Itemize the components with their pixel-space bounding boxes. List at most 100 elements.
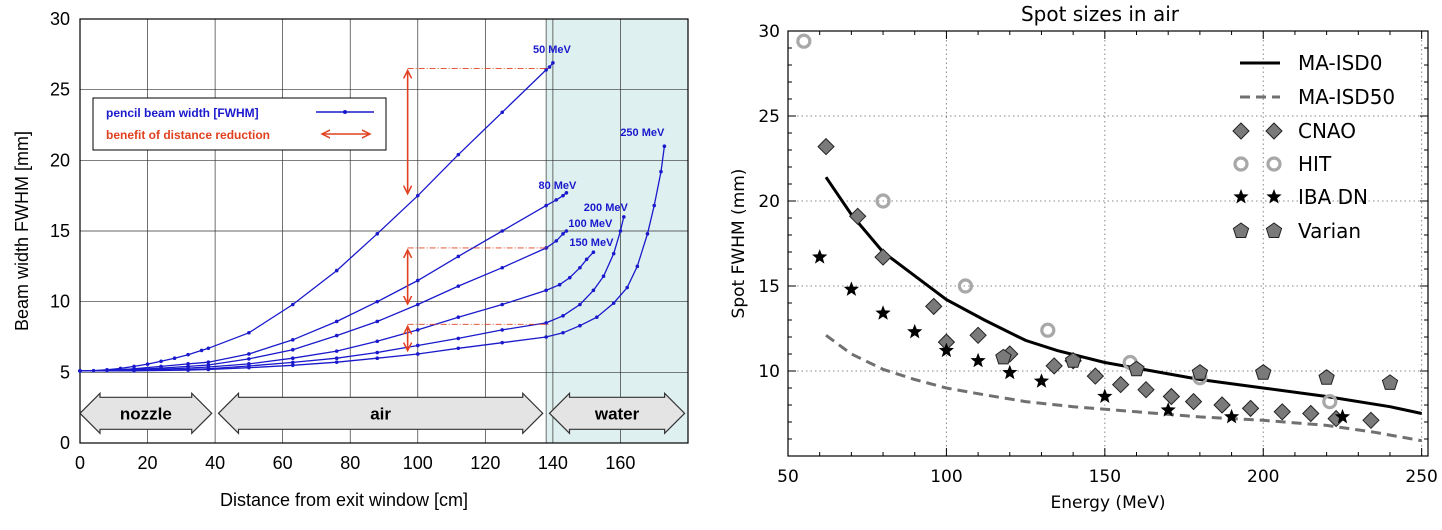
- data-point: [375, 299, 380, 304]
- ring-marker: [796, 33, 812, 49]
- data-point: [334, 360, 339, 364]
- data-point: [186, 368, 190, 372]
- y-tick-label: 15: [50, 221, 70, 241]
- legend-box: [92, 97, 387, 151]
- series-label: 80 MeV: [538, 180, 577, 192]
- data-point: [159, 359, 163, 364]
- data-point: [415, 343, 420, 348]
- y-tick-label: 30: [758, 22, 780, 42]
- y-tick-label: 25: [758, 107, 780, 127]
- series-label: 150 MeV: [569, 237, 614, 249]
- data-point: [334, 333, 339, 338]
- legend-label: HIT: [1298, 152, 1332, 176]
- x-tick-label: 250: [1405, 467, 1437, 487]
- region-arrow: [217, 391, 544, 435]
- data-point: [375, 232, 380, 236]
- pentagon-marker: [1318, 369, 1335, 385]
- region-label: nozzle: [120, 404, 172, 423]
- pentagon-marker: [1232, 222, 1250, 238]
- legend-label: IBA DN: [1298, 185, 1368, 209]
- ring-marker: [1266, 156, 1282, 172]
- x-tick-label: 80: [340, 453, 360, 473]
- series-iba-dn: [812, 249, 1351, 424]
- star-marker: [812, 249, 828, 264]
- legend-label: benefit of distance reduction: [106, 128, 270, 142]
- data-point: [334, 268, 339, 273]
- data-point: [578, 302, 582, 307]
- diamond-marker: [874, 248, 892, 266]
- y-tick-label: 30: [50, 9, 70, 29]
- star-marker: [1160, 402, 1176, 417]
- ring-marker: [875, 193, 891, 209]
- data-point: [544, 335, 548, 339]
- y-tick-label: 0: [60, 433, 70, 453]
- data-point: [247, 365, 251, 370]
- data-point: [584, 257, 589, 262]
- data-point: [291, 338, 295, 342]
- data-point: [618, 229, 623, 233]
- ring-marker: [1040, 322, 1056, 338]
- diamond-marker: [1111, 375, 1130, 394]
- series-line: [79, 146, 666, 372]
- data-point: [564, 191, 569, 195]
- data-point: [206, 360, 211, 364]
- data-point: [291, 356, 295, 361]
- x-tick-label: 200: [1247, 467, 1279, 487]
- pentagon-marker: [995, 348, 1012, 365]
- series-varian: [995, 348, 1399, 390]
- x-tick-label: 60: [273, 453, 293, 473]
- data-point: [456, 284, 461, 288]
- legend-label: CNAO: [1298, 119, 1356, 143]
- data-point: [645, 232, 650, 236]
- data-point: [132, 368, 136, 373]
- data-point: [456, 336, 461, 341]
- data-point: [551, 61, 555, 65]
- data-point: [611, 301, 616, 305]
- y-tick-label: 20: [758, 192, 780, 212]
- data-point: [206, 367, 211, 372]
- star-marker: [1002, 364, 1018, 380]
- data-point: [172, 356, 177, 361]
- diamond-marker: [848, 207, 867, 226]
- data-point: [591, 288, 596, 293]
- data-point: [375, 339, 380, 344]
- data-point: [247, 330, 251, 335]
- legend: MA-ISD0 MA-ISD50 CNAO HIT IBA DN Varian: [1232, 51, 1395, 243]
- star-marker: [1266, 189, 1282, 204]
- data-point: [500, 302, 505, 307]
- diamond-marker: [1232, 122, 1250, 140]
- star-marker: [1097, 388, 1113, 403]
- pentagon-marker: [1064, 352, 1082, 368]
- data-point: [375, 356, 380, 361]
- data-point: [561, 330, 565, 335]
- star-marker: [843, 281, 859, 296]
- legend-label: MA-ISD0: [1298, 51, 1382, 75]
- series-line: [79, 230, 567, 372]
- y-axis-title: Spot FWHM (mm): [729, 169, 749, 319]
- data-point: [625, 285, 629, 290]
- data-point: [334, 349, 339, 353]
- data-point: [456, 346, 461, 351]
- x-tick-label: 0: [75, 453, 85, 473]
- series-label: 50 MeV: [533, 44, 572, 56]
- star-marker: [970, 352, 986, 368]
- data-point: [500, 110, 505, 115]
- region-label: water: [594, 404, 640, 423]
- pentagon-marker: [1255, 364, 1272, 380]
- data-point: [544, 246, 548, 250]
- series-cnao: [817, 137, 1380, 430]
- data-point: [567, 275, 572, 280]
- data-point: [561, 193, 565, 198]
- data-point: [456, 315, 461, 320]
- star-marker: [1334, 408, 1351, 424]
- data-point: [334, 356, 339, 361]
- data-point: [456, 152, 461, 157]
- data-point: [456, 254, 461, 259]
- data-point: [595, 315, 599, 320]
- data-point: [652, 203, 657, 208]
- diamond-marker: [1302, 404, 1320, 423]
- star-marker: [1224, 408, 1240, 424]
- x-axis-title: Distance from exit window [cm]: [220, 490, 468, 510]
- legend-label: MA-ISD50: [1298, 85, 1395, 109]
- pentagon-marker: [1191, 364, 1209, 380]
